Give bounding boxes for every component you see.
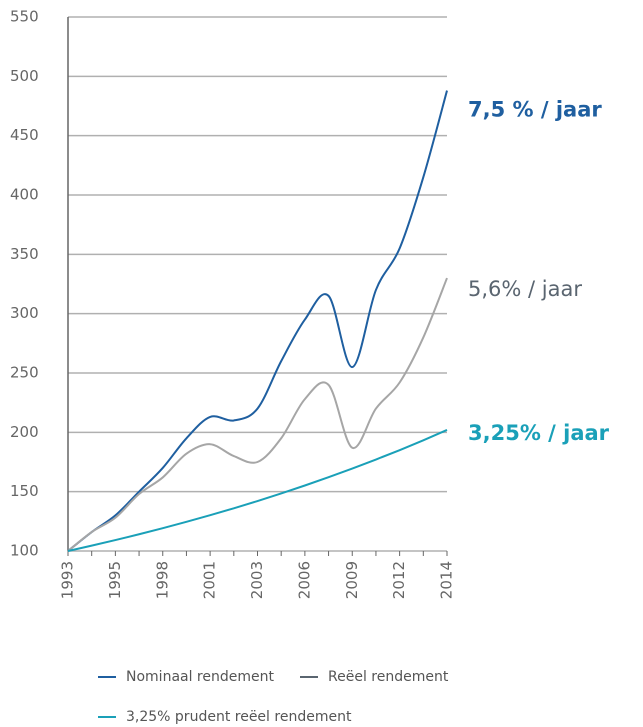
annotation: 3,25% / jaar <box>468 421 610 445</box>
y-tick-label: 500 <box>10 67 39 85</box>
y-tick-label: 450 <box>10 126 39 144</box>
y-tick-label: 150 <box>10 482 39 500</box>
x-tick-label: 2014 <box>438 561 456 599</box>
legend-label: 3,25% prudent reëel rendement <box>126 709 352 725</box>
legend-label: Reëel rendement <box>328 669 449 685</box>
x-tick-label: 2001 <box>201 561 219 599</box>
annotation: 7,5 % / jaar <box>468 98 602 122</box>
y-tick-label: 250 <box>10 364 39 382</box>
y-tick-label: 550 <box>10 8 39 26</box>
x-tick-label: 1993 <box>59 561 77 599</box>
y-tick-label: 200 <box>10 423 39 441</box>
annotation: 5,6% / jaar <box>468 277 582 301</box>
x-tick-label: 1998 <box>153 561 171 599</box>
x-tick-label: 2006 <box>295 561 313 599</box>
y-tick-label: 300 <box>10 304 39 322</box>
x-tick-label: 2009 <box>343 561 361 599</box>
x-tick-label: 1995 <box>106 561 124 599</box>
y-tick-label: 400 <box>10 186 39 204</box>
legend-label: Nominaal rendement <box>126 669 274 685</box>
x-tick-label: 2012 <box>390 561 408 599</box>
series-line <box>67 277 448 552</box>
y-tick-label: 350 <box>10 245 39 263</box>
x-tick-label: 2003 <box>248 561 266 599</box>
series-line <box>67 429 448 552</box>
y-tick-label: 100 <box>10 542 39 560</box>
series-line <box>67 90 448 552</box>
